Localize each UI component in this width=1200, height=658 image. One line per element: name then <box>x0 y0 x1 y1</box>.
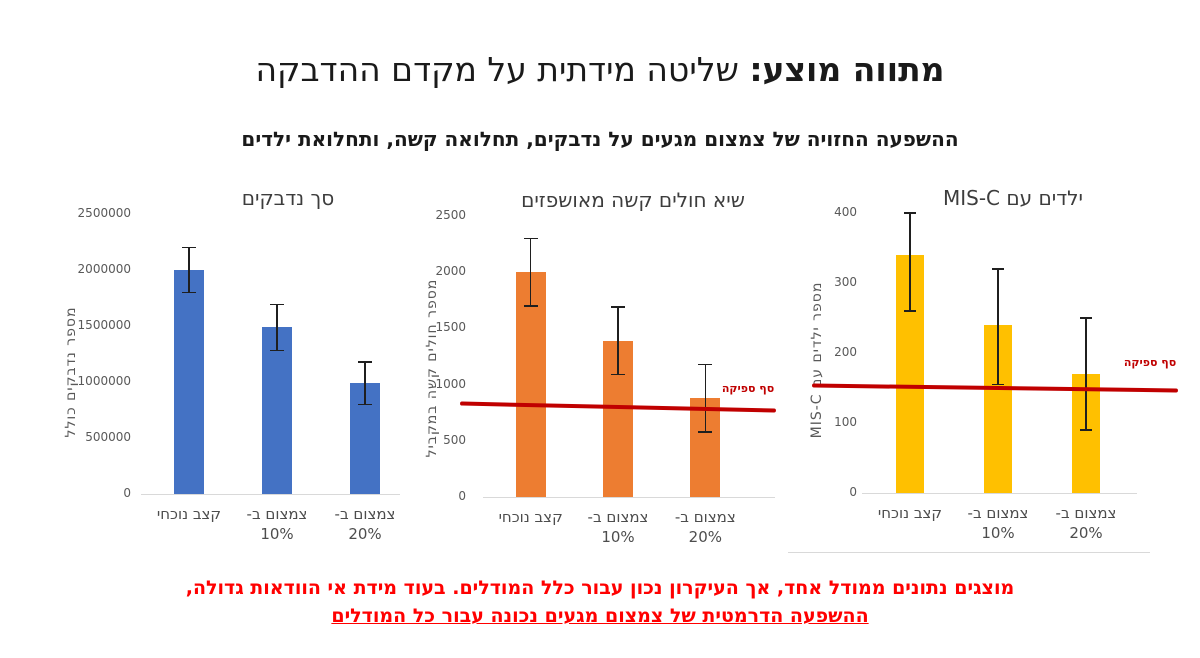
y-tick-label: 2500 <box>435 208 466 222</box>
error-bar-cap-bottom <box>611 373 625 376</box>
chart-title: שיא חולים קשה מאושפזים <box>521 188 745 212</box>
slide-subtitle: ההשפעה החזויה של צמצום מגעים על נדבקים, … <box>241 127 959 151</box>
footer-line-1: מוצגים נתונים ממודל אחד, אך העיקרון נכון… <box>185 577 1015 599</box>
y-tick-label: 1000 <box>435 376 466 391</box>
bar <box>515 272 546 497</box>
y-tick-label: 2500000 <box>77 206 131 220</box>
y-tick-label: 2000 <box>435 264 466 279</box>
footer-note: מוצגים נתונים ממודל אחד, אך העיקרון נכון… <box>0 575 1200 630</box>
x-axis-line <box>862 493 1137 494</box>
x-axis-line <box>483 497 775 498</box>
error-bar-line <box>704 364 707 432</box>
error-bar-line <box>997 269 999 385</box>
y-tick-label: 500 <box>443 432 466 447</box>
error-bar-line <box>529 238 532 306</box>
y-tick-label: 200 <box>834 345 857 359</box>
y-tick-label: 1500 <box>435 320 466 335</box>
error-bar-line <box>617 307 619 375</box>
y-tick-label: 0 <box>123 486 131 500</box>
x-axis-line <box>141 494 400 495</box>
error-bar-cap-bottom <box>904 310 916 312</box>
chart-y-axis-title: מספר נדבקים כולל <box>63 306 79 438</box>
x-tick-label: קצב נוכחי <box>877 504 943 522</box>
error-bar-line <box>364 361 366 405</box>
y-tick-label: 2000000 <box>77 262 131 276</box>
error-bar-cap-bottom <box>1080 429 1092 431</box>
chart-title: ילדים עם MIS-C <box>942 186 1084 210</box>
y-tick-label: 0 <box>458 489 466 503</box>
error-bar-cap-bottom <box>358 403 372 406</box>
error-bar-cap-top <box>611 306 625 308</box>
y-tick-label: 500000 <box>85 430 131 444</box>
y-tick-label: 1000000 <box>77 374 131 388</box>
chart-title: סך נדבקים <box>241 186 335 210</box>
x-tick-label: קצב נוכחי <box>498 508 563 526</box>
error-bar-line <box>1085 318 1087 430</box>
x-tick-label: צמצום ב- 20% <box>1055 504 1117 543</box>
error-bar-cap-bottom <box>270 349 284 352</box>
threshold-label: סף ספיקה <box>721 382 775 395</box>
bar <box>262 327 292 494</box>
error-bar-cap-top <box>358 361 372 363</box>
y-tick-label: 1500000 <box>77 318 131 332</box>
slide-title-emphasis: מתווה מוצע: <box>749 50 945 89</box>
bar <box>174 270 204 494</box>
y-tick-label: 100 <box>834 415 857 429</box>
error-bar-line <box>909 213 911 311</box>
x-tick-label: צמצום ב- 10% <box>246 505 308 544</box>
x-tick-label: צמצום ב- 20% <box>674 508 736 547</box>
error-bar-line <box>188 247 190 293</box>
error-bar-cap-top <box>698 363 713 366</box>
x-tick-label: צמצום ב- 10% <box>587 508 649 547</box>
error-bar-cap-bottom <box>698 431 713 433</box>
x-tick-label: צמצום ב- 10% <box>967 504 1029 543</box>
footer-line-2: ההשפעה הדרמטית של צמצום מגעים נכונה עבור… <box>331 604 869 627</box>
y-tick-label: 0 <box>849 485 857 499</box>
x-tick-label: צמצום ב- 20% <box>334 505 396 544</box>
y-tick-label: 300 <box>834 275 857 289</box>
error-bar-cap-bottom <box>523 305 538 307</box>
slide-title-rest: שליטה מידתית על מקדם ההדבקה <box>255 50 750 89</box>
error-bar-cap-top <box>1080 317 1092 319</box>
chart-border-line <box>788 552 1150 553</box>
error-bar-cap-top <box>270 303 284 306</box>
x-tick-label: קצב נוכחי <box>156 505 222 523</box>
slide-title: מתווה מוצע: שליטה מידתית על מקדם ההדבקה <box>0 50 1200 89</box>
error-bar-cap-bottom <box>182 291 196 294</box>
error-bar-cap-top <box>182 246 196 249</box>
y-tick-label: 400 <box>834 205 857 219</box>
error-bar-cap-top <box>992 268 1004 270</box>
error-bar-cap-top <box>523 237 538 240</box>
error-bar-cap-top <box>904 212 916 214</box>
threshold-label: סף ספיקה <box>1123 356 1177 369</box>
error-bar-line <box>276 304 278 351</box>
error-bar-cap-bottom <box>992 383 1004 386</box>
